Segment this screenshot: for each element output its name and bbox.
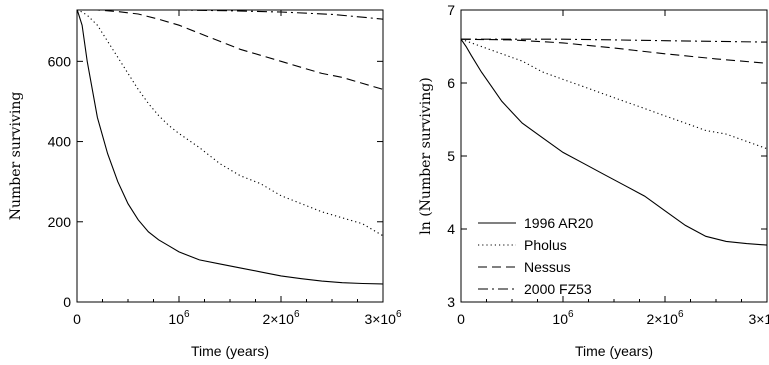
y-tick-label: 400 [48,134,72,150]
x-tick-label: 106 [168,309,190,327]
legend-label: 2000 FZ53 [524,281,592,297]
x-tick-label: 0 [73,311,81,327]
y-tick-label: 6 [447,75,455,91]
x-tick-label-exponent: 6 [294,309,300,320]
legend: 1996 AR20 Pholus Nessus 2000 FZ53 [478,215,593,297]
y-tick-label: 3 [447,294,455,310]
x-tick-label-base: 0 [457,311,465,327]
y-tick-label: 4 [447,221,455,237]
x-tick-label-base: 2×10 [646,311,678,327]
x-tick-label: 3×106 [748,309,769,327]
x-axis-label: Time (years) [575,343,653,359]
x-tick-label-base: 3×10 [748,311,769,327]
series-line-pholus [77,10,383,237]
x-tick-label-base: 10 [552,311,568,327]
y-tick-label: 5 [447,148,455,164]
y-axis-label: ln (Number surviving) [418,77,434,234]
series-line-nessus [461,38,767,64]
x-tick-label-base: 0 [73,311,81,327]
series-line-2000-fz53 [108,10,383,20]
legend-label: Nessus [524,259,571,275]
x-tick-label-base: 10 [168,311,184,327]
x-tick-label-exponent: 6 [396,309,402,320]
plot-frame [460,9,768,303]
x-tick-label-base: 2×10 [262,311,294,327]
y-axis-label: Number surviving [8,92,24,221]
y-tick-label: 600 [48,53,72,69]
legend-label: Pholus [524,237,567,253]
x-tick-label-exponent: 6 [184,309,190,320]
series-line-2000-fz53 [461,38,767,43]
series-line-1996-ar20 [77,10,383,285]
series-line-pholus [461,38,767,150]
x-tick-label: 2×106 [646,309,684,327]
x-tick-label: 2×106 [262,309,300,327]
series-line-1996-ar20 [461,38,767,246]
x-tick-label: 3×106 [364,309,402,327]
x-tick-label: 106 [552,309,574,327]
x-tick-label-exponent: 6 [678,309,684,320]
x-tick-label: 0 [457,311,465,327]
x-axis-label: Time (years) [191,343,269,359]
x-tick-label-base: 3×10 [364,311,396,327]
series-line-nessus [83,10,383,90]
y-tick-label: 200 [48,214,72,230]
y-tick-label: 0 [63,294,71,310]
x-tick-label-exponent: 6 [568,309,574,320]
plot-frame [76,9,384,303]
legend-label: 1996 AR20 [524,215,593,231]
y-tick-label: 7 [447,2,455,18]
